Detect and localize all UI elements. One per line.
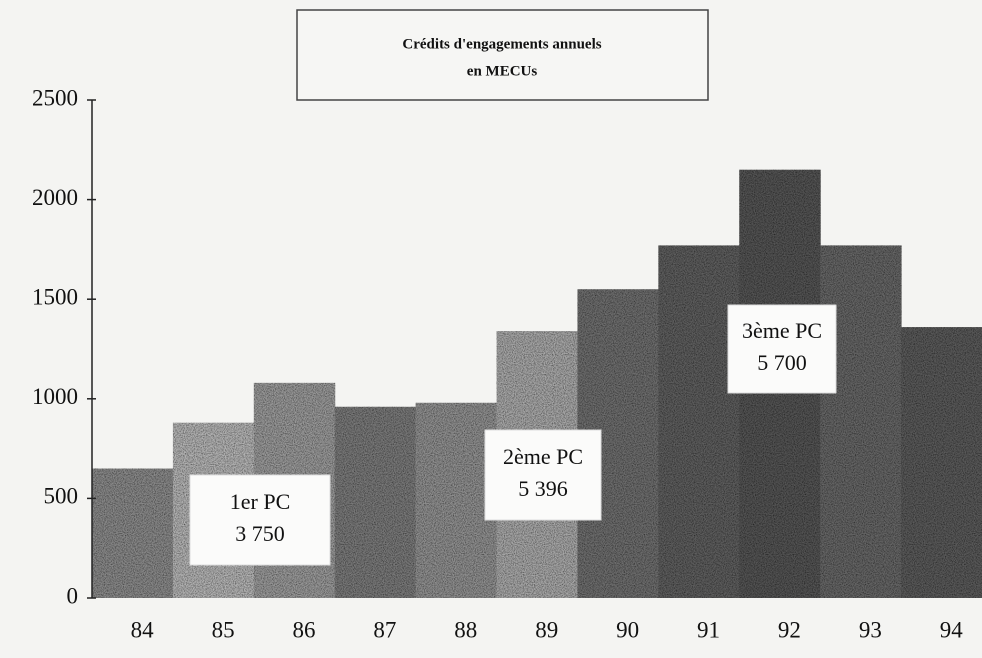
bar [658,245,740,598]
annotation: 5 700 [757,350,807,375]
y-tick-label: 500 [44,484,79,509]
y-tick-label: 1000 [32,384,78,409]
title-box [296,9,709,101]
x-tick-label: 88 [454,617,477,642]
x-tick-label: 86 [292,617,315,642]
x-tick-label: 85 [212,617,235,642]
y-tick-label: 0 [67,583,79,608]
y-tick-label: 2500 [32,85,78,110]
x-tick-label: 84 [131,617,155,642]
x-tick-label: 94 [940,617,964,642]
annotation: 1er PC [230,489,291,514]
x-tick-label: 91 [697,617,720,642]
chart-title: Crédits d'engagements annuels [402,36,601,52]
y-tick-label: 2000 [32,185,78,210]
annotation: 2ème PC [503,444,583,469]
x-tick-label: 87 [373,617,396,642]
annotation: 3 750 [235,521,285,546]
annotation-box [727,304,837,394]
bar [415,402,498,598]
bar [92,468,174,598]
annotation: 5 396 [518,476,568,501]
annotation: 3ème PC [742,318,822,343]
x-tick-label: 93 [859,617,882,642]
x-tick-label: 90 [616,617,639,642]
annotation-box [189,474,331,566]
y-tick-label: 1500 [32,284,78,309]
bar [820,245,902,598]
foreground: 84 85 86 87 88 89 90 91 92 93 94 0 500 1000 1500 2000 25… [32,9,964,642]
chart-title: en MECUs [467,63,538,79]
annotation-box [484,429,602,521]
bar [901,327,982,598]
x-tick-label: 89 [535,617,558,642]
x-tick-label: 92 [778,617,801,642]
bar [334,406,417,598]
